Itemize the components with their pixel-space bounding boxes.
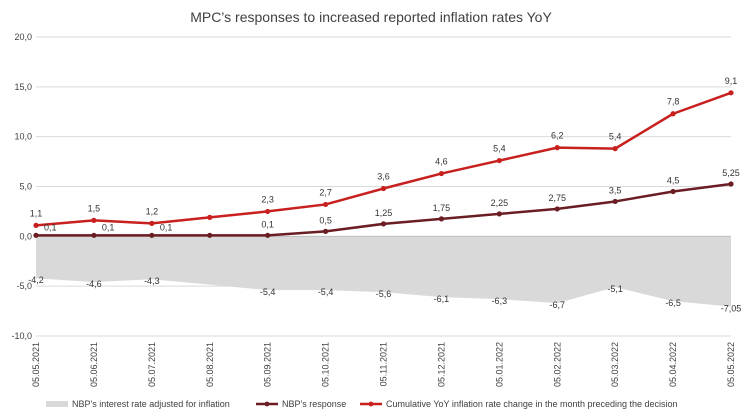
line-layer — [33, 90, 734, 238]
data-label-inflation-change: 5,4 — [609, 132, 622, 142]
data-point-nbp-response — [149, 232, 155, 238]
data-label-layer: -4,2 -4,6 -4,3 -5,4 -5,4 -5,6 -6,1 -6,3 -6,7 -5,1… — [28, 76, 741, 314]
data-label-real-rate: -5,4 — [260, 287, 276, 297]
data-label-inflation-change: 1,5 — [88, 203, 101, 213]
data-point-inflation-change — [496, 157, 502, 164]
data-label-real-rate: -6,5 — [665, 298, 681, 308]
x-tick-label: 05.09.2021 — [263, 342, 273, 387]
data-label-nbp-response: 2,75 — [548, 193, 566, 203]
y-tick-label: 10,0 — [14, 132, 32, 142]
data-point-nbp-response — [438, 216, 445, 222]
data-point-inflation-change — [380, 185, 387, 192]
x-tick-label: 05.05.2022 — [726, 342, 736, 387]
x-tick-label: 05.08.2021 — [205, 342, 215, 387]
legend-marker-inflation-change — [368, 401, 374, 407]
axis-layer: 20,0 15,0 10,0 5,0 0,0 -5,0 -10,005.05.2021 05.… — [11, 32, 736, 387]
data-label-real-rate: -6,7 — [549, 300, 565, 310]
data-point-inflation-change — [91, 217, 97, 223]
legend: NBP's interest rate adjusted for inflati… — [46, 399, 678, 409]
x-tick-label: 05.06.2021 — [89, 342, 99, 387]
data-point-nbp-response — [554, 206, 560, 212]
data-point-nbp-response — [265, 232, 271, 238]
legend-label-nbp-response: NBP's response — [282, 399, 346, 409]
data-point-inflation-change — [438, 170, 445, 177]
data-label-real-rate: -4,3 — [144, 276, 160, 286]
data-label-nbp-response: 2,25 — [491, 198, 509, 208]
data-label-inflation-change: 9,1 — [725, 76, 738, 86]
x-tick-label: 05.07.2021 — [147, 342, 157, 387]
data-label-real-rate: -6,3 — [492, 296, 508, 306]
data-point-nbp-response — [322, 228, 329, 234]
x-tick-label: 05.11.2021 — [379, 342, 389, 386]
data-label-nbp-response: 3,5 — [609, 185, 622, 195]
data-label-nbp-response: 0,1 — [102, 222, 115, 232]
data-point-inflation-change — [322, 201, 329, 208]
x-tick-label: 05.12.2021 — [436, 342, 446, 387]
data-label-real-rate: -4,2 — [28, 275, 44, 285]
data-label-nbp-response: 0,1 — [44, 222, 57, 232]
x-tick-label: 05.01.2022 — [494, 342, 504, 387]
y-tick-label: 0,0 — [19, 231, 32, 241]
data-point-inflation-change — [670, 111, 676, 117]
data-point-nbp-response — [91, 232, 97, 238]
data-label-real-rate: -7,05 — [721, 304, 742, 314]
data-label-inflation-change: 3,6 — [377, 171, 390, 181]
x-tick-label: 05.03.2022 — [610, 342, 620, 387]
data-label-nbp-response: 5,25 — [722, 168, 740, 178]
data-label-inflation-change: 7,8 — [667, 97, 680, 107]
data-point-nbp-response — [207, 232, 213, 238]
data-point-inflation-change — [728, 90, 734, 96]
legend-swatch-real-rate — [46, 401, 68, 407]
data-label-inflation-change: 1,1 — [30, 208, 43, 218]
y-tick-label: 15,0 — [14, 82, 32, 92]
data-point-nbp-response — [612, 198, 618, 205]
data-label-nbp-response: 4,5 — [667, 175, 680, 185]
data-label-inflation-change: 2,7 — [319, 187, 332, 197]
data-point-inflation-change — [612, 146, 618, 152]
data-label-inflation-change: 2,3 — [261, 194, 274, 204]
chart-title: MPC’s responses to increased reported in… — [190, 9, 552, 25]
x-tick-label: 05.10.2021 — [321, 342, 331, 387]
data-label-real-rate: -5,6 — [376, 289, 392, 299]
data-label-inflation-change: 5,4 — [493, 144, 506, 154]
x-tick-label: 05.04.2022 — [668, 342, 678, 387]
y-tick-label: 20,0 — [14, 32, 32, 42]
area-layer — [36, 236, 731, 307]
data-point-nbp-response — [33, 232, 39, 238]
data-label-real-rate: -6,1 — [434, 294, 450, 304]
series-area-real-rate — [36, 236, 731, 307]
data-label-nbp-response: 1,25 — [375, 208, 393, 218]
y-tick-label: -10,0 — [11, 331, 32, 341]
data-label-nbp-response: 0,5 — [319, 215, 332, 225]
data-label-nbp-response: 1,75 — [433, 203, 451, 213]
x-tick-label: 05.05.2021 — [31, 342, 41, 387]
data-label-real-rate: -5,4 — [318, 287, 334, 297]
data-label-nbp-response: 0,1 — [261, 219, 274, 229]
series-line-inflation-change — [35, 91, 732, 227]
data-label-inflation-change: 6,2 — [551, 131, 564, 141]
data-point-inflation-change — [207, 214, 213, 220]
data-point-nbp-response — [380, 221, 387, 227]
legend-label-inflation-change: Cumulative YoY inflation rate change in … — [386, 399, 678, 409]
data-label-real-rate: -4,6 — [86, 279, 102, 289]
data-point-inflation-change — [149, 220, 155, 226]
data-point-nbp-response — [670, 188, 676, 195]
data-point-inflation-change — [554, 145, 560, 151]
data-label-nbp-response: 0,1 — [160, 222, 173, 232]
y-tick-label: 5,0 — [19, 182, 32, 192]
data-point-nbp-response — [496, 211, 502, 217]
data-point-inflation-change — [33, 222, 39, 228]
data-label-inflation-change: 4,6 — [435, 157, 448, 167]
y-tick-label: -5,0 — [16, 281, 32, 291]
legend-marker-nbp-response — [264, 401, 270, 407]
data-label-inflation-change: 1,2 — [146, 206, 159, 216]
data-point-inflation-change — [265, 208, 271, 215]
legend-label-real-rate: NBP's interest rate adjusted for inflati… — [72, 399, 230, 409]
data-label-real-rate: -5,1 — [607, 284, 623, 294]
data-point-nbp-response — [728, 181, 734, 187]
x-tick-label: 05.02.2022 — [552, 342, 562, 387]
